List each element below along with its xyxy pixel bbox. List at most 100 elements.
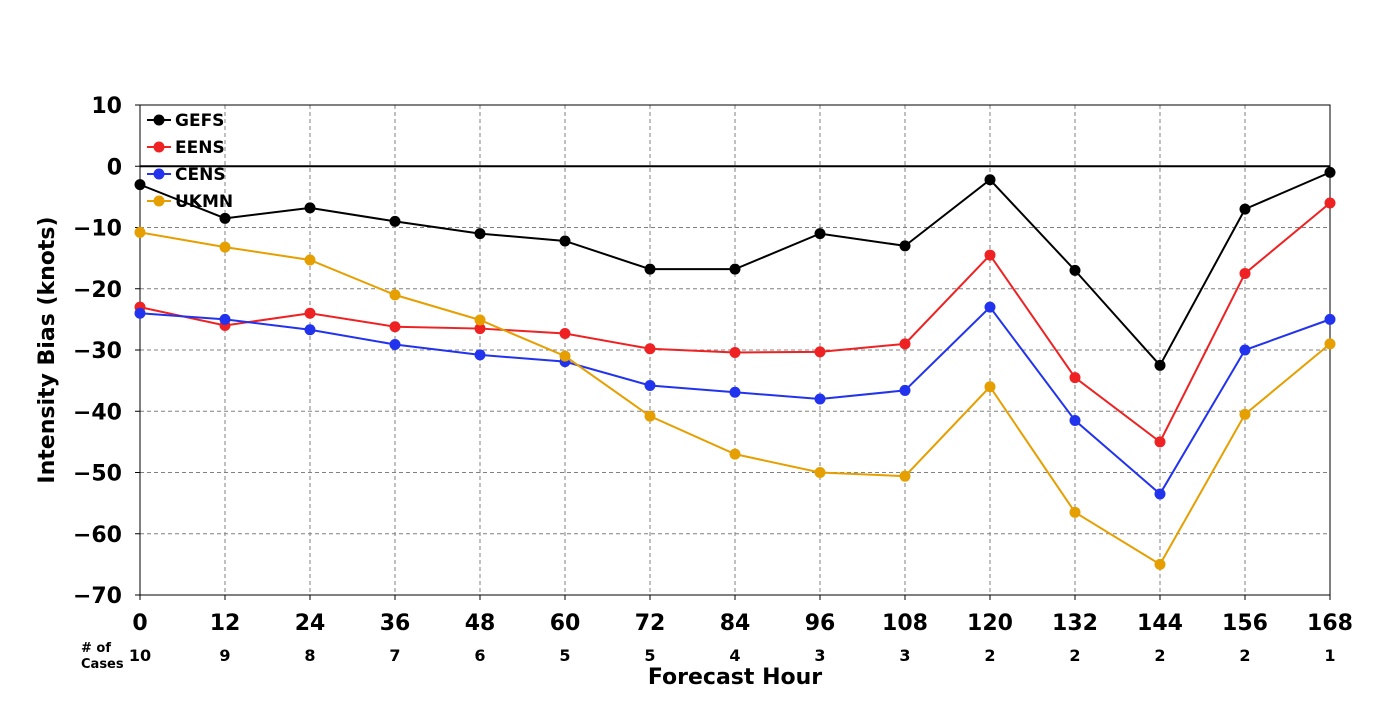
data-point-cens (474, 349, 486, 361)
data-point-cens (1069, 414, 1081, 426)
data-point-cens (134, 307, 146, 319)
series-lines (134, 166, 1336, 570)
x-tick-label: 36 (380, 611, 411, 636)
data-point-cens (304, 324, 316, 336)
x-tick-label: 24 (295, 611, 326, 636)
data-point-gefs (729, 263, 741, 275)
case-count-label: 3 (899, 646, 910, 665)
data-point-eens (559, 327, 571, 339)
data-point-cens (219, 313, 231, 325)
y-axis-title: Intensity Bias (knots) (35, 216, 60, 483)
data-point-ukmn (219, 241, 231, 253)
legend-label-cens: CENS (175, 165, 226, 185)
case-count-label: 1 (1324, 646, 1335, 665)
legend-marker-eens (153, 141, 165, 153)
legend-label-ukmn: UKMN (175, 192, 233, 212)
case-count-label: 3 (814, 646, 825, 665)
data-point-cens (1154, 488, 1166, 500)
data-point-eens (1069, 372, 1081, 384)
case-count-label: 6 (474, 646, 485, 665)
y-tick-label: −20 (73, 278, 122, 303)
data-point-gefs (1069, 264, 1081, 276)
data-point-eens (1239, 267, 1251, 279)
x-tick-label: 168 (1307, 611, 1353, 636)
case-count-label: 2 (1239, 646, 1250, 665)
x-tick-label: 132 (1052, 611, 1098, 636)
x-tick-label: 84 (720, 611, 751, 636)
cases-label-line2: Cases (81, 657, 124, 672)
data-point-ukmn (559, 350, 571, 362)
data-point-cens (814, 393, 826, 405)
data-point-cens (389, 338, 401, 350)
data-point-eens (1324, 197, 1336, 209)
grid-lines (140, 105, 1330, 595)
legend-label-eens: EENS (175, 138, 225, 158)
x-tick-label: 48 (465, 611, 496, 636)
data-point-cens (984, 301, 996, 313)
data-point-cens (899, 384, 911, 396)
data-point-eens (729, 346, 741, 358)
data-point-ukmn (389, 289, 401, 301)
data-point-gefs (219, 212, 231, 224)
x-tick-label: 144 (1137, 611, 1183, 636)
data-point-ukmn (1069, 506, 1081, 518)
y-tick-label: −50 (73, 462, 122, 487)
case-count-label: 9 (219, 646, 230, 665)
data-point-gefs (1239, 203, 1251, 215)
data-point-cens (1239, 344, 1251, 356)
data-point-ukmn (644, 410, 656, 422)
case-count-label: 2 (1154, 646, 1165, 665)
case-count-label: 2 (984, 646, 995, 665)
data-point-gefs (389, 215, 401, 227)
case-count-label: 5 (644, 646, 655, 665)
x-axis-title: Forecast Hour (648, 665, 822, 690)
data-point-gefs (559, 235, 571, 247)
data-point-gefs (134, 179, 146, 191)
y-tick-label: −70 (73, 584, 122, 609)
data-point-ukmn (304, 254, 316, 266)
x-tick-label: 60 (550, 611, 581, 636)
data-point-eens (1154, 436, 1166, 448)
legend: GEFS EENS CENS UKMN (147, 111, 233, 212)
x-tick-label: 12 (210, 611, 241, 636)
y-tick-label: 10 (91, 94, 122, 119)
case-count-label: 8 (304, 646, 315, 665)
data-point-gefs (899, 240, 911, 252)
data-point-gefs (1154, 359, 1166, 371)
data-point-eens (389, 321, 401, 333)
data-point-ukmn (899, 470, 911, 482)
case-count-label: 7 (389, 646, 400, 665)
cases-label-line1: # of (81, 641, 111, 656)
x-tick-label: 96 (805, 611, 836, 636)
x-tick-label: 72 (635, 611, 666, 636)
axis-labels: 100−10−20−30−40−50−60−700101292483674866… (35, 94, 1353, 690)
data-point-ukmn (1239, 408, 1251, 420)
data-point-eens (474, 323, 486, 335)
data-point-ukmn (984, 381, 996, 393)
data-point-cens (1324, 313, 1336, 325)
case-count-label: 5 (559, 646, 570, 665)
data-point-cens (729, 386, 741, 398)
data-point-gefs (814, 228, 826, 240)
x-tick-label: 156 (1222, 611, 1268, 636)
data-point-gefs (644, 263, 656, 275)
data-point-gefs (304, 202, 316, 214)
axes (135, 104, 1331, 600)
x-tick-label: 0 (132, 611, 147, 636)
y-tick-label: −10 (73, 217, 122, 242)
data-point-eens (984, 249, 996, 261)
x-tick-label: 108 (882, 611, 928, 636)
data-point-eens (644, 343, 656, 355)
case-count-label: 2 (1069, 646, 1080, 665)
legend-label-gefs: GEFS (175, 111, 224, 131)
data-point-ukmn (474, 314, 486, 326)
case-count-label: 4 (729, 646, 740, 665)
legend-marker-cens (153, 168, 165, 180)
data-point-gefs (984, 174, 996, 186)
x-tick-label: 120 (967, 611, 1013, 636)
data-point-eens (899, 338, 911, 350)
y-tick-label: −40 (73, 400, 122, 425)
case-count-label: 10 (129, 646, 151, 665)
